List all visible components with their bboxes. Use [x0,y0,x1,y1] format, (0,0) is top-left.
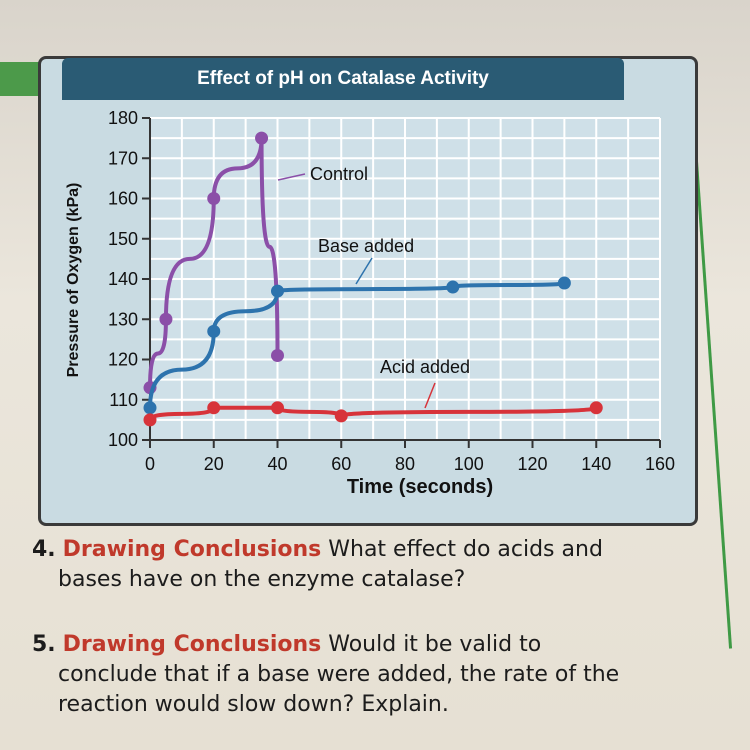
x-tick-label: 60 [331,454,351,474]
question-label: Drawing Conclusions [62,537,322,562]
y-tick-label: 130 [108,309,138,329]
series-label-leader [355,257,373,285]
series-label-leader [277,173,306,181]
question-5: 5. Drawing Conclusions Would it be valid… [32,630,732,720]
y-tick-label: 110 [109,390,138,410]
y-tick-label: 160 [108,189,138,209]
data-point-base-added [207,324,221,338]
x-tick-label: 100 [454,454,484,474]
data-point-control [255,131,269,145]
x-tick-label: 0 [145,454,155,474]
question-4: 4. Drawing Conclusions What effect do ac… [32,535,732,595]
y-axis-label: Pressure of Oxygen (kPa) [65,183,82,378]
y-tick-label: 170 [108,148,138,168]
data-point-acid-added [271,401,284,415]
data-point-base-added [557,276,571,290]
y-tick-label: 150 [108,229,138,249]
x-tick-label: 160 [645,454,675,474]
question-number: 5. [32,632,56,657]
data-point-control [159,312,173,326]
x-tick-label: 20 [204,454,224,474]
series-group [143,131,603,427]
y-tick-label: 100 [108,430,138,450]
series-line-control [148,136,280,390]
series-label: Base added [318,236,414,256]
y-tick-labels: 100 110 120 130 140 150 160 170 180 [108,108,150,450]
chart-title: Effect of pH on Catalase Activity [62,58,624,100]
question-text: What effect do acids and [328,537,603,562]
series-label: Control [310,164,368,184]
y-tick-label: 140 [108,269,138,289]
question-number: 4. [32,537,56,562]
x-tick-label: 80 [395,454,415,474]
y-tick-label: 120 [108,350,138,370]
data-point-acid-added [589,401,603,415]
data-point-base-added [143,401,157,415]
x-axis-label: Time (seconds) [347,476,493,498]
series-label: Acid added [380,357,470,377]
question-label: Drawing Conclusions [62,632,322,657]
data-point-control [207,192,221,205]
x-tick-labels: 0 20 40 60 80 100 120 140 160 [145,440,675,474]
data-point-base-added [446,280,460,294]
series-label-leader [424,382,436,409]
question-text-line3: reaction would slow down? Explain. [58,692,449,717]
question-text-line2: conclude that if a base were added, the … [58,662,620,687]
data-point-acid-added [143,413,157,427]
data-point-base-added [271,284,284,298]
x-tick-label: 40 [267,454,287,474]
data-point-acid-added [334,409,348,423]
question-text: Would it be valid to [328,632,542,657]
grid [149,117,661,441]
x-tick-label: 140 [581,454,611,474]
question-text-line2: bases have on the enzyme catalase? [58,567,466,592]
x-tick-label: 120 [517,454,547,474]
series-labels: Control Base added Acid added [277,164,470,409]
data-point-acid-added [207,401,221,415]
y-tick-label: 180 [108,108,138,128]
data-point-control [271,348,284,362]
